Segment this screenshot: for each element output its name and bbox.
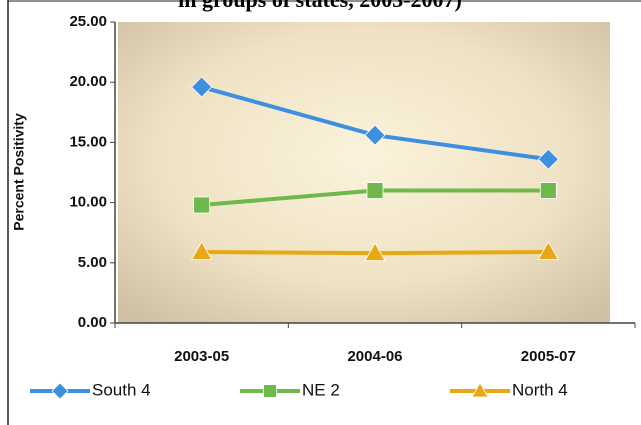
- marker: [366, 182, 384, 199]
- legend-label: South 4: [92, 380, 151, 399]
- y-tick-label: 10.00: [69, 194, 107, 211]
- y-tick-label: 5.00: [78, 254, 107, 271]
- y-axis-label: Percent Positivity: [11, 113, 27, 231]
- x-tick-label: 2003-05: [174, 348, 229, 365]
- y-tick-label: 20.00: [69, 73, 107, 90]
- marker: [193, 196, 211, 214]
- marker: [471, 382, 489, 398]
- x-tick-label: 2005-07: [521, 348, 576, 365]
- marker: [51, 382, 69, 400]
- chart-title: in groups of states, 2003-2007): [178, 0, 462, 12]
- y-tick-label: 15.00: [69, 133, 107, 150]
- x-tick-label: 2004-06: [347, 348, 402, 365]
- marker: [539, 182, 557, 199]
- legend-label: North 4: [512, 380, 568, 399]
- y-tick-label: 0.00: [78, 314, 107, 331]
- plot-background: [118, 22, 610, 323]
- marker: [263, 384, 277, 398]
- y-tick-label: 25.00: [69, 13, 107, 30]
- marker: [537, 148, 559, 170]
- marker: [537, 241, 560, 260]
- marker: [364, 242, 386, 262]
- marker: [364, 124, 386, 146]
- marker: [190, 241, 213, 260]
- marker: [191, 76, 213, 98]
- legend-label: NE 2: [302, 380, 340, 399]
